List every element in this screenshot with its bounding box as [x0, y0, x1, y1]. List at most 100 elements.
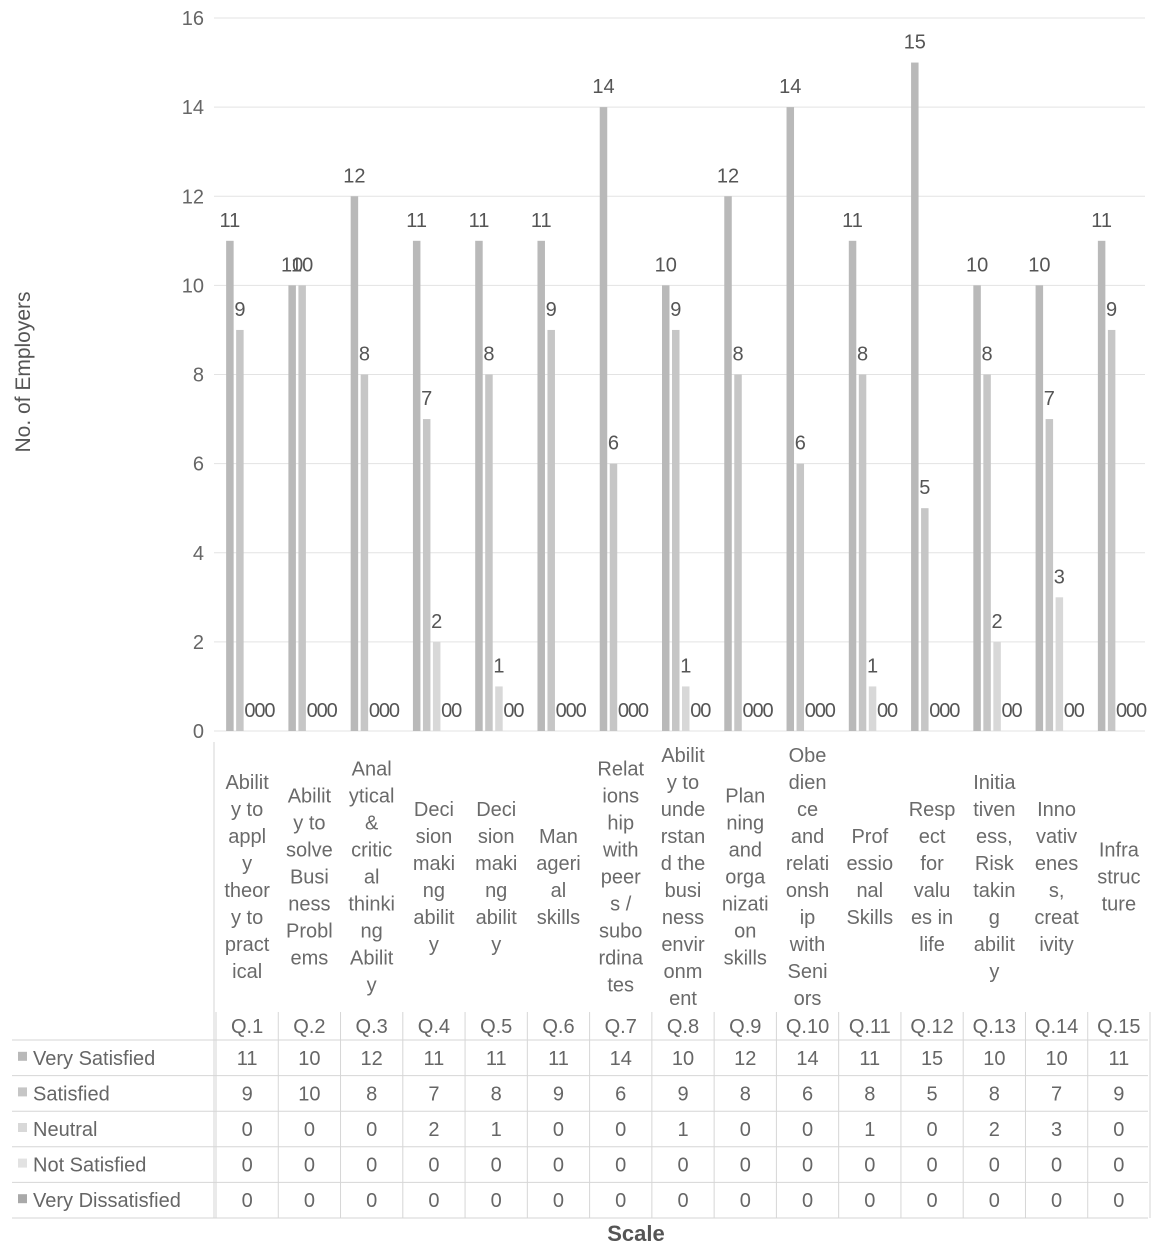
category-label-line: nal	[856, 880, 883, 902]
category-label-line: valu	[914, 880, 951, 902]
bar-q4-very-satisfied	[412, 240, 421, 731]
category-label-line: Probl	[286, 921, 333, 943]
table-cell: 11	[1108, 1048, 1129, 1070]
legend-label: Satisfied	[33, 1083, 110, 1105]
bar-q13-very-satisfied	[973, 285, 981, 731]
bar-q13-satisfied	[983, 374, 991, 731]
category-label-line: Prof	[851, 826, 888, 848]
data-label: 10	[966, 254, 988, 276]
bar-q8-neutral	[682, 686, 690, 731]
table-cell: 11	[424, 1048, 445, 1070]
category-label: Abilit y to solve Busi ness Probl ems	[286, 786, 333, 970]
category-label-line: Deci	[476, 799, 516, 821]
category-label-line: y to	[293, 813, 325, 835]
category-code: Q.14	[1035, 1016, 1078, 1038]
category-code: Q.15	[1097, 1016, 1140, 1038]
table-cell: 0	[615, 1155, 626, 1177]
table-cell: 10	[672, 1048, 694, 1070]
data-label: 0	[369, 700, 380, 722]
table-cell: 9	[1113, 1083, 1124, 1105]
category-label-line: thinki	[348, 894, 395, 916]
data-label: 0	[752, 700, 763, 722]
data-label: 0	[949, 700, 960, 722]
data-label: 1	[867, 655, 878, 677]
data-label: 2	[992, 611, 1003, 633]
category-label-line: y	[429, 934, 439, 956]
category-label-line: ng	[361, 921, 383, 943]
bar-q2-very-satisfied	[288, 285, 296, 731]
data-label: 0	[264, 700, 275, 722]
table-cell: 0	[304, 1190, 315, 1212]
data-label: 0	[1012, 700, 1023, 722]
table-cell: 5	[927, 1083, 938, 1105]
table-cell: 11	[859, 1048, 880, 1070]
category-label-line: for	[920, 853, 944, 875]
data-label: 8	[483, 344, 494, 366]
table-cell: 7	[1051, 1083, 1062, 1105]
category-labels: Abilit y to appl y theor y to pract ical Abilit y…	[224, 745, 1140, 1010]
y-tick-label: 16	[182, 8, 204, 30]
data-label: 8	[982, 344, 993, 366]
category-code: Q.7	[605, 1016, 637, 1038]
table-cell: 11	[486, 1048, 507, 1070]
bar-q4-satisfied	[422, 419, 431, 731]
bar-q5-very-satisfied	[475, 240, 483, 731]
data-label: 0	[254, 700, 265, 722]
category-label-line: y	[242, 853, 252, 875]
data-label: 11	[1091, 210, 1112, 232]
category-label-line: envir	[661, 934, 705, 956]
category-label: Inno vativ enes s, creat ivity	[1034, 799, 1079, 956]
table-cell: 0	[553, 1119, 564, 1141]
y-tick-label: 14	[182, 97, 204, 119]
data-label: 0	[1002, 700, 1013, 722]
y-tick-label: 10	[182, 275, 204, 297]
data-label: 0	[441, 700, 452, 722]
data-label: 0	[513, 700, 524, 722]
data-label: 0	[451, 700, 462, 722]
category-code: Q.8	[667, 1016, 699, 1038]
data-label: 0	[939, 700, 950, 722]
bar-q7-very-satisfied	[599, 107, 608, 731]
category-label: Obe dien ce and relati onsh ip with Seni ors	[786, 745, 829, 1010]
category-label: Abilit y to appl y theor y to pract ical	[224, 772, 270, 983]
data-label: 10	[1028, 254, 1050, 276]
table-cell: 1	[864, 1119, 875, 1141]
table-cell: 0	[927, 1119, 938, 1141]
table-cell: 1	[677, 1119, 688, 1141]
category-label-line: skills	[537, 907, 580, 929]
legend-swatch-neutral	[18, 1123, 27, 1132]
data-label: 10	[281, 254, 303, 276]
bar-q14-neutral	[1055, 597, 1064, 731]
category-label-line: ageri	[536, 853, 580, 875]
category-label-line: maki	[475, 853, 517, 875]
category-label: Man ageri al skills	[536, 826, 580, 929]
table-cell: 0	[242, 1190, 253, 1212]
category-label-line: ical	[232, 961, 262, 983]
category-label-line: Anal	[352, 759, 392, 781]
data-label: 0	[762, 700, 773, 722]
table-cell: 0	[366, 1190, 377, 1212]
category-label-line: ce	[797, 799, 818, 821]
category-label-line: Initia	[973, 772, 1016, 794]
category-code: Q.1	[231, 1016, 263, 1038]
bars	[226, 62, 1116, 731]
data-label: 0	[929, 700, 940, 722]
table-cell: 3	[1051, 1119, 1062, 1141]
category-label-line: tiven	[973, 799, 1015, 821]
table-cell: 0	[242, 1119, 253, 1141]
bar-q11-very-satisfied	[848, 240, 857, 731]
category-label-line: takin	[973, 880, 1015, 902]
data-label: 0	[887, 700, 898, 722]
category-label-line: busi	[665, 880, 702, 902]
table-cell: 0	[740, 1155, 751, 1177]
table-cell: 0	[428, 1155, 439, 1177]
data-label: 0	[307, 700, 318, 722]
data-label: 0	[690, 700, 701, 722]
table-cell: 0	[553, 1190, 564, 1212]
bar-q10-very-satisfied	[786, 107, 795, 731]
y-axis-title: No. of Employers	[12, 291, 35, 452]
table-cell: 0	[927, 1190, 938, 1212]
table-cell: 0	[989, 1155, 1000, 1177]
data-label: 2	[431, 611, 442, 633]
category-label: Anal ytical & critic al thinki ng Abilit y	[348, 759, 395, 997]
